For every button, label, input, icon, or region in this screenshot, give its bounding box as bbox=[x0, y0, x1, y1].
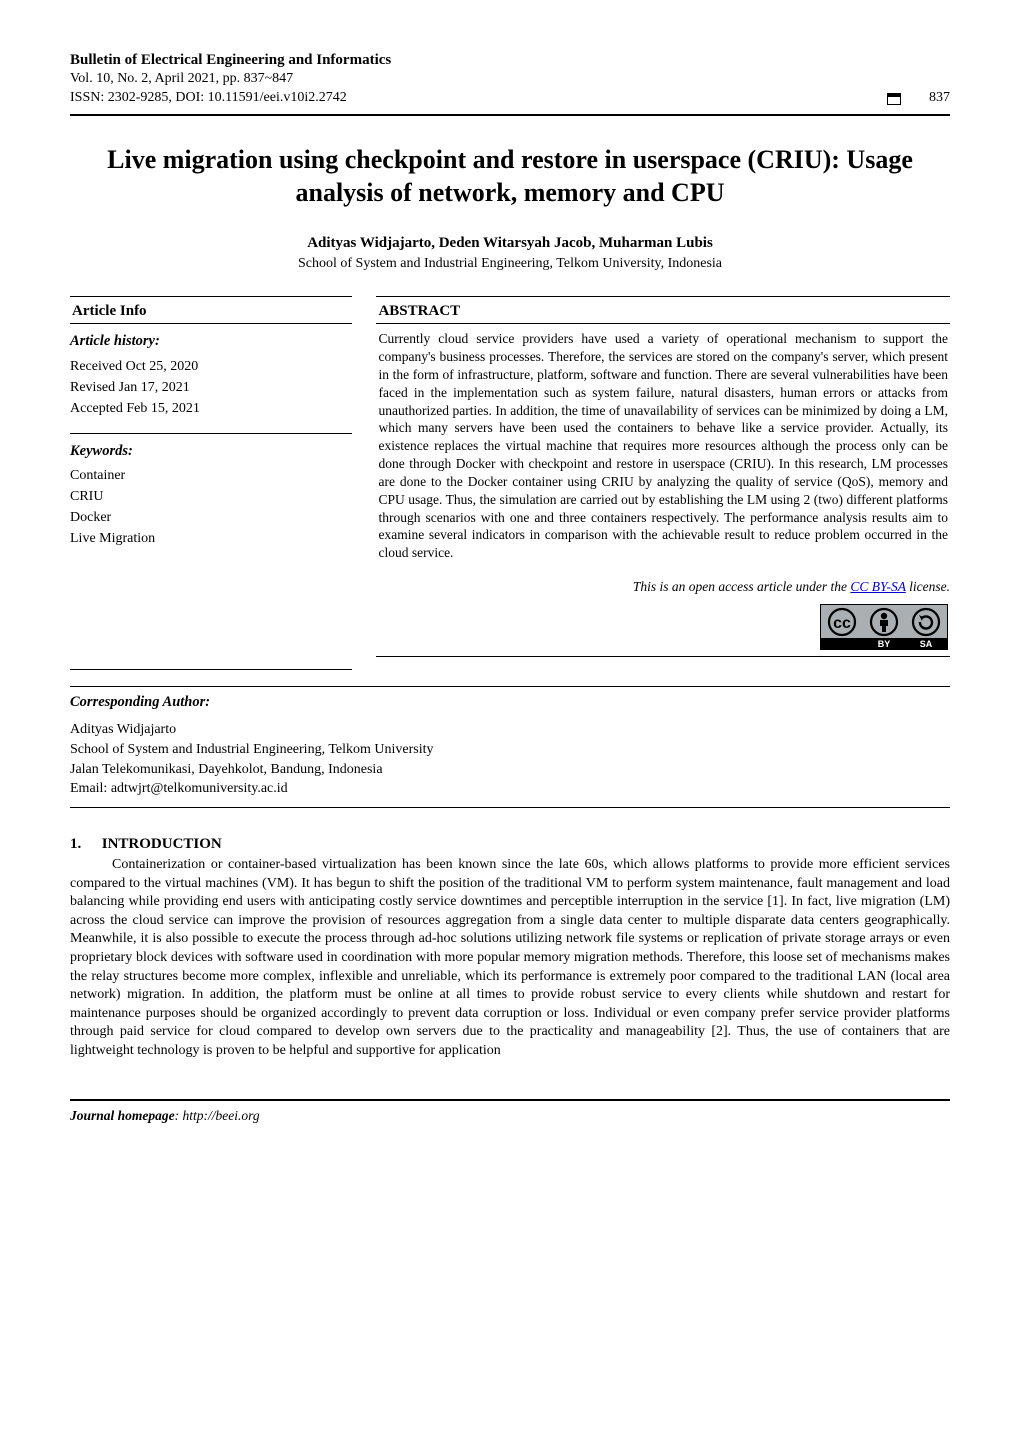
abstract-column: ABSTRACT Currently cloud service provide… bbox=[376, 296, 950, 670]
keywords-block: Container CRIU Docker Live Migration bbox=[70, 467, 352, 549]
keyword-item: Docker bbox=[70, 509, 352, 528]
footer-homepage-label: Journal homepage bbox=[70, 1108, 175, 1123]
keyword-item: Container bbox=[70, 467, 352, 486]
corresponding-author-heading: Corresponding Author: bbox=[70, 686, 950, 717]
info-abstract-row: Article Info Article history: Received O… bbox=[70, 296, 950, 670]
cc-by-sa-badge-icon: cc BY SA bbox=[820, 604, 948, 650]
introduction-body: Containerization or container-based virt… bbox=[70, 856, 950, 1061]
received-date: Received Oct 25, 2020 bbox=[70, 358, 352, 377]
corresponding-author-block: Corresponding Author: Adityas Widjajarto… bbox=[70, 686, 950, 808]
revised-date: Revised Jan 17, 2021 bbox=[70, 379, 352, 398]
corr-address: Jalan Telekomunikasi, Dayehkolot, Bandun… bbox=[70, 760, 950, 780]
article-history-block: Received Oct 25, 2020 Revised Jan 17, 20… bbox=[70, 358, 352, 419]
keyword-item: CRIU bbox=[70, 488, 352, 507]
corr-email: Email: adtwjrt@telkomuniversity.ac.id bbox=[70, 779, 950, 799]
introduction-heading: 1. INTRODUCTION bbox=[70, 834, 950, 854]
abstract-heading: ABSTRACT bbox=[376, 296, 950, 324]
corr-name: Adityas Widjajarto bbox=[70, 720, 950, 740]
journal-volume-line: Vol. 10, No. 2, April 2021, pp. 837~847 bbox=[70, 70, 950, 89]
header-rule bbox=[70, 114, 950, 116]
license-line: This is an open access article under the… bbox=[376, 578, 950, 596]
header-right: 837 bbox=[887, 89, 950, 108]
footer-homepage-value: : http://beei.org bbox=[175, 1108, 260, 1123]
svg-text:SA: SA bbox=[920, 639, 933, 649]
issn-doi-text: ISSN: 2302-9285, DOI: 10.11591/eei.v10i2… bbox=[70, 89, 347, 108]
authors: Adityas Widjajarto, Deden Witarsyah Jaco… bbox=[70, 233, 950, 253]
journal-name: Bulletin of Electrical Engineering and I… bbox=[70, 50, 950, 70]
keywords-top-rule bbox=[70, 433, 352, 434]
affiliation: School of System and Industrial Engineer… bbox=[70, 255, 950, 274]
box-icon bbox=[887, 93, 901, 105]
paper-title: Live migration using checkpoint and rest… bbox=[80, 144, 940, 209]
license-link[interactable]: CC BY-SA bbox=[850, 579, 905, 594]
corr-bottom-rule bbox=[70, 807, 950, 808]
svg-text:cc: cc bbox=[833, 615, 851, 632]
page-footer: Journal homepage: http://beei.org bbox=[70, 1099, 950, 1125]
accepted-date: Accepted Feb 15, 2021 bbox=[70, 400, 352, 419]
svg-text:BY: BY bbox=[878, 639, 891, 649]
page-number: 837 bbox=[929, 89, 950, 108]
footer-left: Journal homepage: http://beei.org bbox=[70, 1107, 260, 1125]
article-info-heading: Article Info bbox=[70, 296, 352, 324]
section-title: INTRODUCTION bbox=[102, 836, 222, 852]
keywords-heading: Keywords: bbox=[70, 442, 352, 462]
article-info-column: Article Info Article history: Received O… bbox=[70, 296, 352, 670]
article-history-heading: Article history: bbox=[70, 332, 352, 352]
corr-dept: School of System and Industrial Engineer… bbox=[70, 740, 950, 760]
left-col-bottom-rule bbox=[70, 669, 352, 670]
license-suffix: license. bbox=[906, 579, 950, 594]
keyword-item: Live Migration bbox=[70, 530, 352, 549]
section-number: 1. bbox=[70, 834, 98, 854]
journal-header: Bulletin of Electrical Engineering and I… bbox=[70, 50, 950, 110]
introduction-paragraph: Containerization or container-based virt… bbox=[70, 856, 950, 1061]
abstract-text: Currently cloud service providers have u… bbox=[376, 324, 950, 572]
issn-line: ISSN: 2302-9285, DOI: 10.11591/eei.v10i2… bbox=[70, 89, 950, 110]
right-col-bottom-rule bbox=[376, 656, 950, 657]
corresponding-author-body: Adityas Widjajarto School of System and … bbox=[70, 716, 950, 806]
license-prefix: This is an open access article under the bbox=[633, 579, 850, 594]
